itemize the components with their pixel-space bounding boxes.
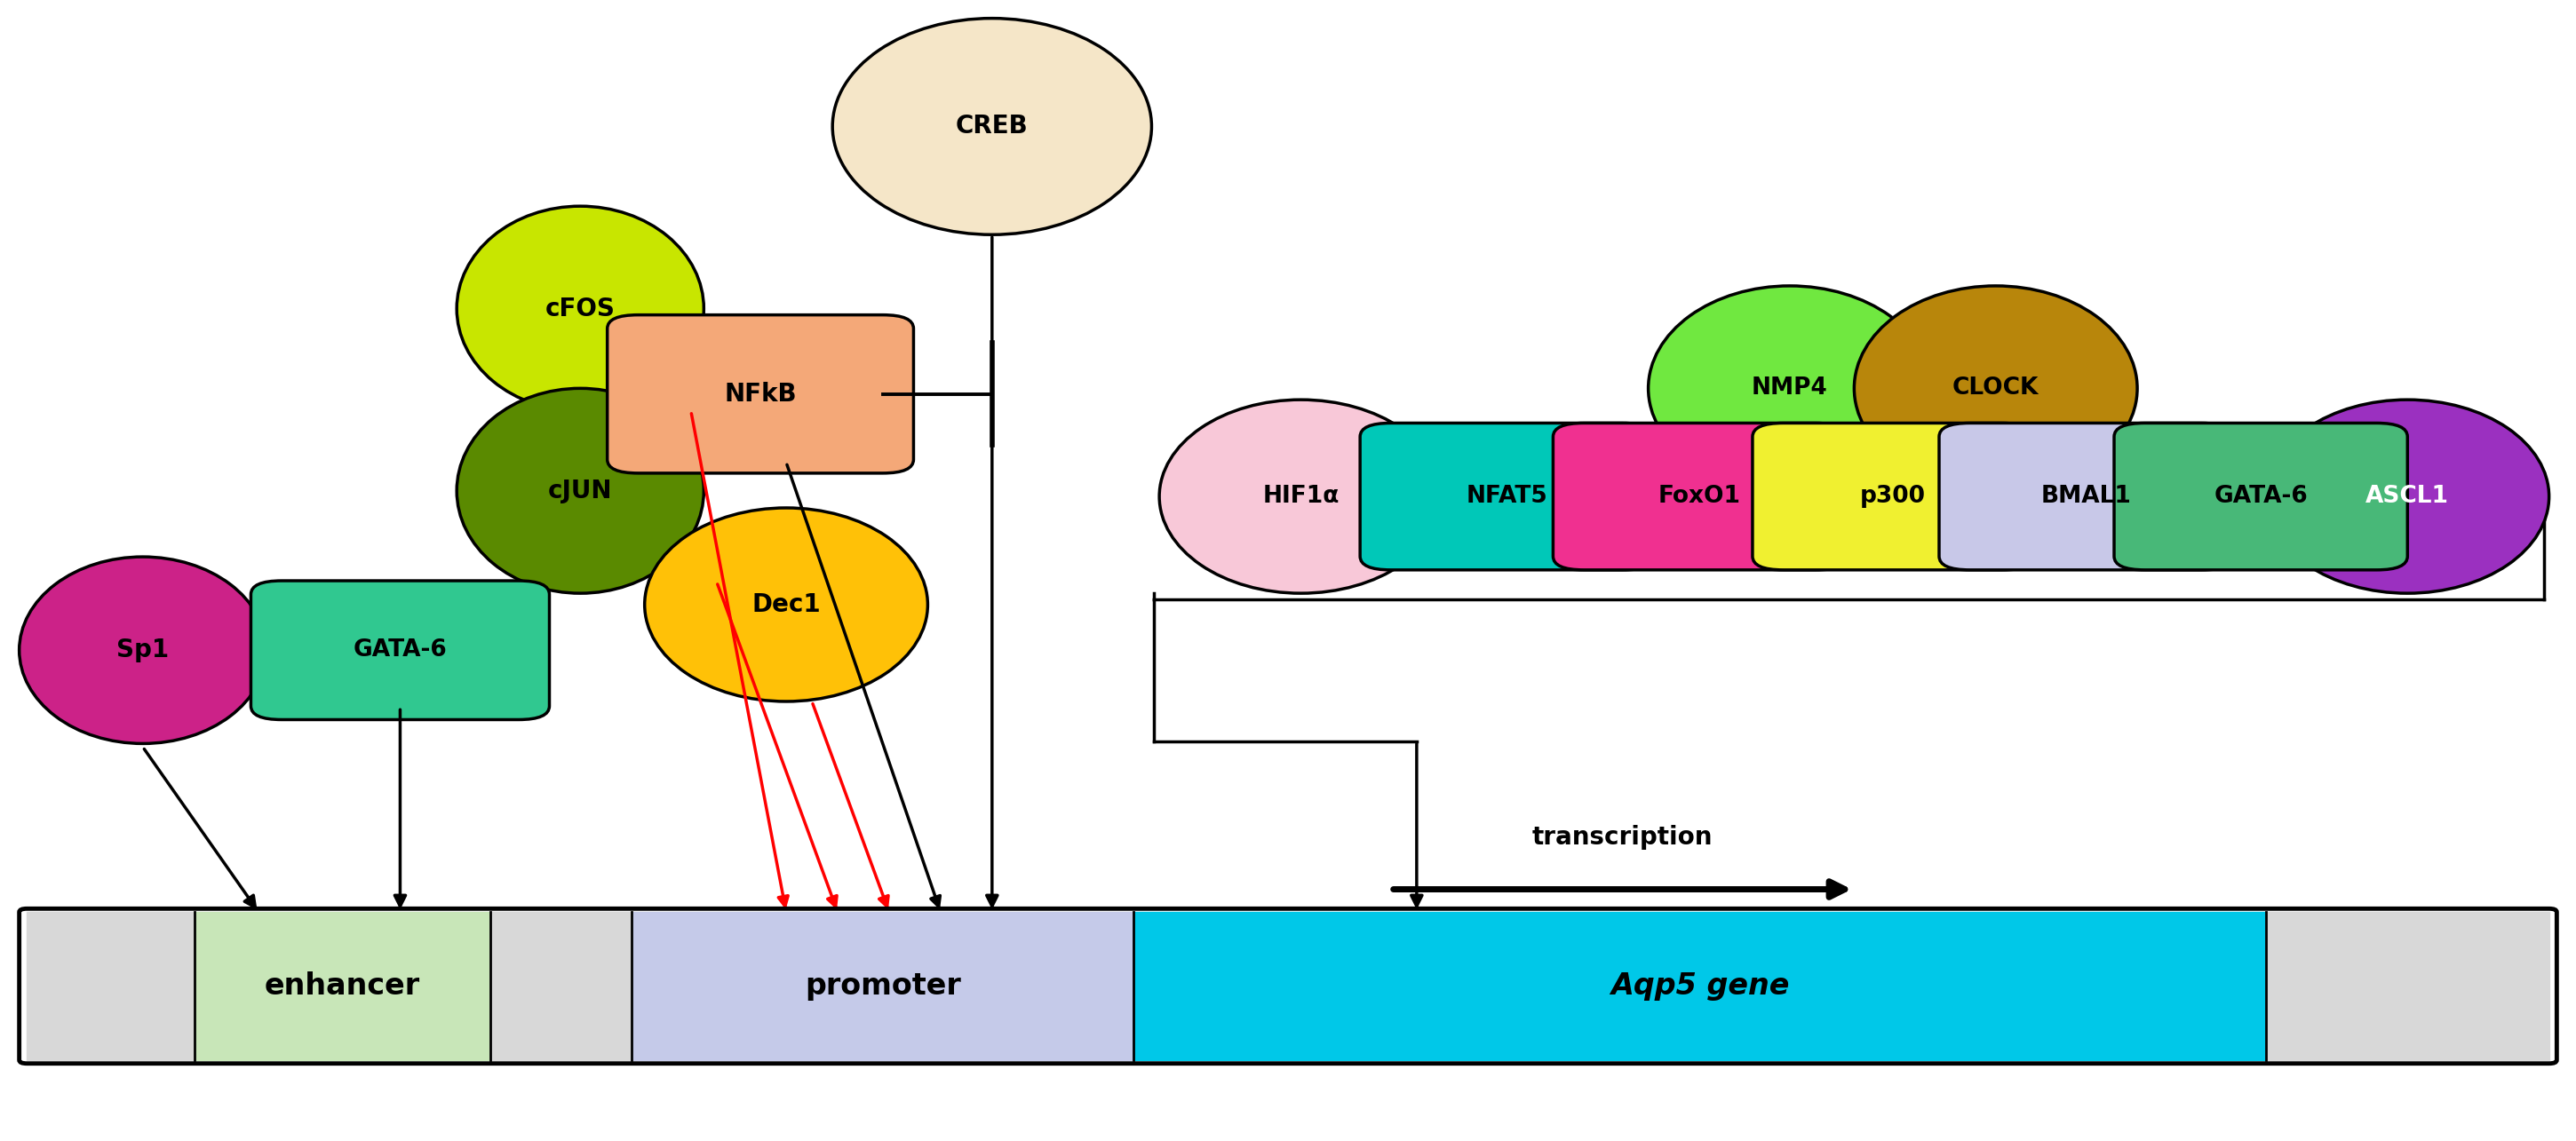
Ellipse shape [1159, 399, 1443, 593]
Bar [1133, 912, 2267, 1060]
Ellipse shape [456, 388, 703, 593]
Text: cFOS: cFOS [546, 297, 616, 321]
Text: promoter: promoter [804, 971, 961, 1001]
Text: HIF1α: HIF1α [1262, 485, 1340, 508]
Text: CREB: CREB [956, 114, 1028, 139]
Bar [193, 912, 489, 1060]
Text: p300: p300 [1860, 485, 1927, 508]
Bar [26, 912, 193, 1060]
Text: BMAL1: BMAL1 [2040, 485, 2130, 508]
Text: enhancer: enhancer [265, 971, 420, 1001]
Ellipse shape [456, 207, 703, 411]
Text: Aqp5 gene: Aqp5 gene [1610, 971, 1790, 1001]
Text: ASCL1: ASCL1 [2365, 485, 2450, 508]
Ellipse shape [644, 508, 927, 702]
FancyBboxPatch shape [1360, 423, 1654, 570]
FancyBboxPatch shape [1553, 423, 1847, 570]
Ellipse shape [832, 18, 1151, 235]
Text: GATA-6: GATA-6 [353, 639, 448, 662]
FancyBboxPatch shape [1940, 423, 2233, 570]
Text: transcription: transcription [1533, 825, 1713, 849]
Ellipse shape [2267, 399, 2550, 593]
Bar [631, 912, 1133, 1060]
FancyBboxPatch shape [250, 581, 549, 720]
Text: NFkB: NFkB [724, 381, 796, 406]
FancyBboxPatch shape [1752, 423, 2032, 570]
Text: Sp1: Sp1 [116, 638, 170, 663]
Bar [489, 912, 631, 1060]
Text: CLOCK: CLOCK [1953, 377, 2040, 399]
Ellipse shape [1649, 286, 1932, 491]
Text: NMP4: NMP4 [1752, 377, 1829, 399]
FancyBboxPatch shape [608, 315, 914, 474]
Ellipse shape [18, 557, 265, 744]
Text: cJUN: cJUN [549, 478, 613, 503]
Text: Dec1: Dec1 [752, 592, 822, 617]
Text: GATA-6: GATA-6 [2213, 485, 2308, 508]
Text: NFAT5: NFAT5 [1466, 485, 1548, 508]
FancyBboxPatch shape [2115, 423, 2409, 570]
Bar [2267, 912, 2550, 1060]
Text: FoxO1: FoxO1 [1659, 485, 1741, 508]
Ellipse shape [1855, 286, 2138, 491]
